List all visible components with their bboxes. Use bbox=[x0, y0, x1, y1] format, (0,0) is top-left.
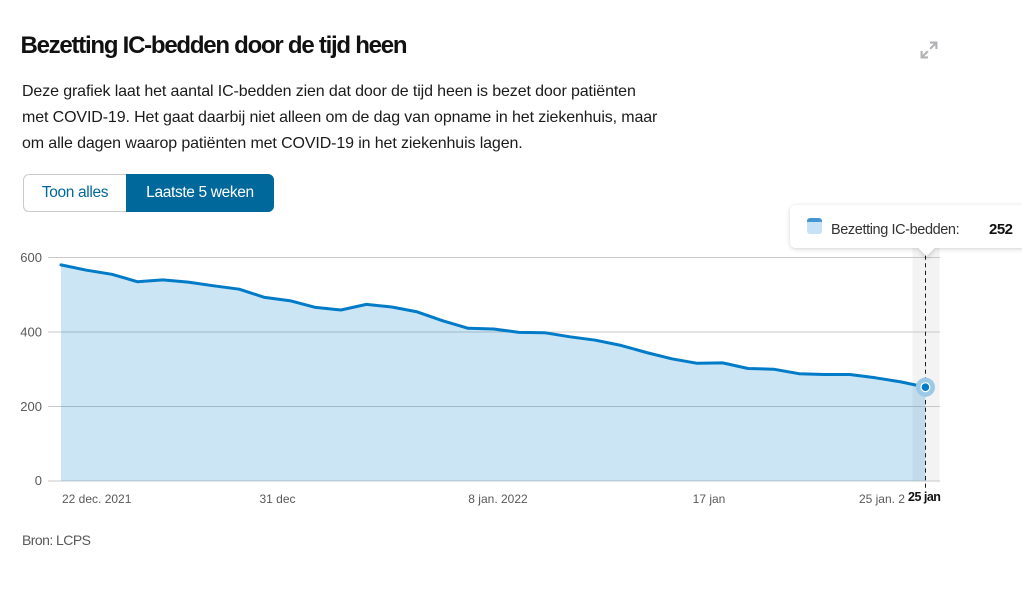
svg-text:17 jan: 17 jan bbox=[693, 492, 726, 506]
svg-text:0: 0 bbox=[35, 473, 42, 488]
svg-text:8 jan. 2022: 8 jan. 2022 bbox=[468, 492, 528, 506]
svg-text:22 dec. 2021: 22 dec. 2021 bbox=[62, 492, 132, 506]
svg-text:600: 600 bbox=[20, 250, 42, 265]
svg-text:400: 400 bbox=[20, 325, 42, 340]
svg-text:31 dec: 31 dec bbox=[259, 492, 295, 506]
svg-text:200: 200 bbox=[20, 399, 42, 414]
